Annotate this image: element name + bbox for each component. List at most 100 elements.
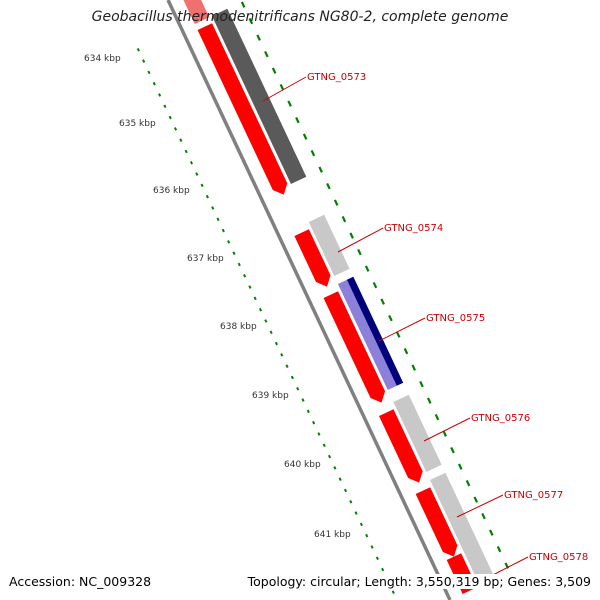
strand-tick — [279, 83, 285, 91]
minor-tick — [216, 217, 220, 222]
strand-tick — [372, 281, 378, 289]
gene-light-0577[interactable] — [430, 472, 496, 586]
kbp-position-label: 635 kbp — [119, 119, 156, 129]
minor-tick — [237, 262, 241, 267]
strand-tick — [240, 1, 246, 8]
kbp-position-label: 636 kbp — [153, 186, 190, 196]
minor-tick — [354, 511, 358, 515]
minor-tick — [248, 285, 252, 289]
kbp-position-label: 641 kbp — [314, 530, 351, 540]
gene-red-0576[interactable] — [379, 409, 423, 483]
minor-tick — [158, 93, 162, 97]
kbp-position-label: 638 kbp — [220, 322, 257, 332]
strand-tick — [426, 397, 432, 404]
gene-leader-line — [262, 76, 307, 102]
strand-tick — [465, 479, 471, 487]
strand-tick — [333, 199, 339, 206]
genome-summary-label: Topology: circular; Length: 3,550,319 bp… — [246, 574, 592, 589]
minor-tick — [205, 194, 209, 199]
minor-tick — [301, 398, 305, 402]
gene-blue-dark-0575[interactable] — [346, 276, 404, 386]
minor-tick — [391, 590, 395, 594]
minor-tick — [189, 160, 194, 165]
genome-backbone — [166, 0, 452, 600]
minor-tick — [163, 104, 167, 109]
strand-tick — [349, 232, 354, 239]
minor-tick — [317, 432, 321, 436]
strand-tick — [295, 116, 300, 124]
tick-marks-layer — [136, 1, 510, 594]
strand-tick — [318, 166, 323, 173]
strand-tick — [434, 413, 440, 421]
gene-light-0574[interactable] — [308, 214, 350, 276]
gene-red-0575[interactable] — [323, 291, 386, 403]
strand-tick — [442, 430, 448, 437]
gene-red-0577[interactable] — [415, 487, 458, 557]
minor-tick — [306, 409, 310, 414]
minor-tick — [365, 533, 369, 538]
strand-tick — [395, 331, 401, 338]
kbp-position-label: 634 kbp — [84, 54, 121, 64]
gene-label[interactable]: GTNG_0578 — [529, 552, 588, 563]
backbone-layer — [166, 0, 452, 600]
minor-tick — [349, 499, 353, 504]
strand-tick — [364, 265, 370, 272]
strand-tick — [481, 512, 486, 520]
minor-tick — [173, 127, 178, 131]
accession-label: Accession: NC_009328 — [8, 574, 153, 589]
gene-label[interactable]: GTNG_0573 — [307, 72, 366, 83]
gene-light-0576[interactable] — [393, 394, 442, 472]
minor-tick — [264, 319, 268, 323]
minor-tick — [381, 567, 385, 572]
minor-tick — [179, 138, 183, 142]
strand-tick — [411, 364, 416, 371]
minor-tick — [168, 115, 172, 120]
gene-leader-line — [423, 417, 471, 442]
strand-tick — [488, 529, 494, 536]
strand-tick — [457, 463, 463, 470]
kbp-position-label: 637 kbp — [187, 254, 224, 264]
minor-tick — [359, 522, 363, 527]
minor-tick — [184, 149, 188, 154]
gene-dark-0573[interactable] — [211, 8, 307, 184]
gene-leader-line — [378, 317, 426, 342]
minor-tick — [243, 273, 247, 278]
minor-tick — [142, 59, 146, 63]
minor-tick — [232, 251, 236, 255]
minor-tick — [322, 443, 326, 448]
strand-tick — [248, 17, 254, 25]
kbp-position-label: 639 kbp — [252, 391, 289, 401]
gene-label[interactable]: GTNG_0576 — [471, 413, 530, 424]
minor-tick — [195, 172, 199, 176]
minor-tick — [370, 545, 374, 549]
strand-tick — [450, 446, 455, 454]
minor-tick — [280, 353, 284, 357]
minor-tick — [227, 240, 231, 244]
genes-layer — [181, 0, 496, 595]
map-title: Geobacillus thermodenitrificans NG80-2, … — [91, 9, 509, 25]
strand-tick — [264, 50, 269, 58]
minor-tick — [333, 466, 337, 470]
gene-red-partial-top[interactable] — [181, 0, 210, 25]
minor-tick — [258, 307, 263, 312]
minor-tick — [211, 206, 215, 210]
strand-tick — [310, 149, 316, 157]
gene-label[interactable]: GTNG_0574 — [384, 223, 443, 234]
minor-tick — [296, 386, 300, 391]
gene-red-0574[interactable] — [294, 229, 331, 287]
strand-tick — [419, 380, 424, 388]
gene-label[interactable]: GTNG_0575 — [426, 313, 485, 324]
gene-red-0573[interactable] — [197, 23, 288, 195]
gene-label[interactable]: GTNG_0577 — [504, 490, 563, 501]
minor-tick — [343, 488, 348, 493]
strand-tick — [473, 496, 479, 503]
minor-tick — [269, 330, 273, 335]
gene-leader-line — [456, 494, 504, 518]
minor-tick — [312, 420, 316, 425]
strand-tick — [326, 182, 331, 190]
minor-tick — [136, 47, 140, 52]
minor-tick — [221, 228, 225, 233]
minor-tick — [290, 375, 294, 380]
strand-tick — [256, 34, 261, 41]
